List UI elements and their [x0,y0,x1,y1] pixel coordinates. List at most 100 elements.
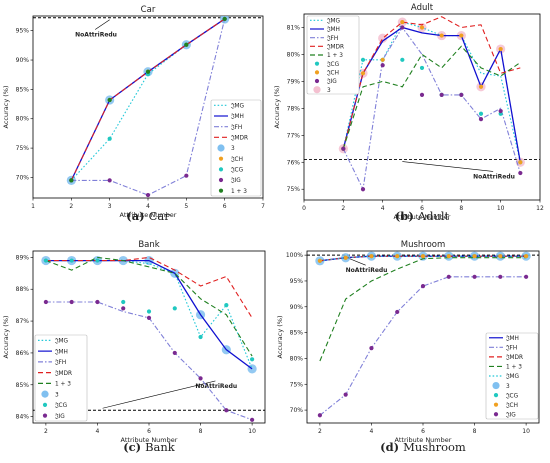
legend-marker [42,413,48,418]
x-tick-label: 1 [31,203,35,210]
legend-marker [217,144,225,152]
x-axis-label: Attribute Number [395,436,452,444]
legend-label: 𝔍MG [327,19,341,25]
data-point [419,25,425,30]
y-tick-label: 85% [290,330,304,337]
y-tick-label: 95% [16,28,30,35]
legend-label: 𝔍MH [55,349,68,355]
legend-marker [314,78,320,84]
baseline-label: NoAttriRedu [346,267,388,274]
data-point [446,274,451,279]
legend-label: 3 [55,392,59,398]
series-line [342,21,521,163]
data-point [222,16,227,22]
legend-label: 𝔍MG [231,104,245,110]
y-tick-label: 80% [287,51,301,58]
data-point [419,92,425,97]
x-tick-label: 10 [522,428,530,435]
data-point [478,111,484,116]
y-tick-label: 75% [16,145,30,152]
data-point [317,258,322,263]
data-point [343,255,348,260]
data-point [69,299,74,305]
series-line [342,16,521,149]
legend-label: 𝔍CG [231,168,244,174]
legend-label: 𝔍CH [231,157,243,163]
legend-marker [493,412,499,417]
x-tick-label: 7 [261,203,265,210]
baseline-label: NoAttriRedu [75,32,117,39]
y-tick-label: 80% [16,116,30,123]
legend-label: 𝔍IG [55,414,65,420]
data-point [369,346,374,351]
y-tick-label: 70% [16,174,30,181]
legend-box [485,332,539,420]
data-point [107,136,112,141]
chart-title: Adult [411,3,434,13]
legend-marker [492,381,500,390]
x-tick-label: 2 [69,203,73,210]
x-tick-label: 10 [497,205,505,212]
y-tick-label: 77% [287,132,301,139]
y-tick-label: 70% [290,407,304,414]
x-tick-label: 4 [381,205,385,212]
data-point [69,258,74,263]
legend-box [34,334,88,422]
legend-box [210,99,262,197]
data-point [420,284,426,289]
y-tick-label: 84% [16,414,30,421]
y-tick-label: 100% [286,252,303,259]
data-point [439,33,444,38]
chart-title: Car [141,5,156,15]
series-line [342,26,521,192]
y-tick-label: 95% [290,278,304,285]
legend-marker [313,86,321,94]
data-point [395,309,400,315]
y-axis-label: Accuracy (%) [2,86,10,129]
baseline-arrow [94,19,110,30]
baseline-arrow [402,161,494,172]
x-tick-label: 6 [147,428,151,435]
x-axis-label: Attribute Number [121,436,178,444]
y-axis-label: Accuracy (%) [276,316,284,359]
caption-letter: (a) [126,209,148,223]
x-tick-label: 8 [199,428,203,435]
data-point [478,117,484,122]
x-tick-label: 2 [341,205,345,212]
baseline-arrow [102,380,216,409]
caption-text: Bank [145,440,176,454]
y-tick-label: 89% [16,254,30,261]
legend-label: 1 + 3 [231,189,247,195]
legend-label: 𝔍MH [231,114,244,120]
legend-label: 1 + 3 [327,53,343,59]
legend-marker [493,393,499,398]
figure-caption: (c) Bank [123,440,176,454]
x-tick-label: 10 [248,428,256,435]
series-line [45,256,253,357]
series-line [342,26,521,163]
legend-label: 𝔍CH [506,403,518,409]
x-axis-label: Attribute Number [120,211,177,219]
data-point [317,413,322,418]
data-point [184,42,189,47]
data-point [145,192,151,198]
series-line [45,260,253,370]
x-tick-label: 5 [184,203,188,210]
x-tick-label: 6 [223,203,227,210]
caption-letter: (c) [123,440,145,454]
series-line [319,255,527,262]
baseline-label: NoAttriRedu [195,383,237,390]
caption-letter: (d) [380,440,403,454]
legend-label: 𝔍MDR [231,136,248,142]
y-tick-label: 85% [16,86,30,93]
legend-marker [218,156,224,161]
legend-box [306,15,360,95]
caption-text: Mushroom [403,440,466,454]
baseline-label: NoAttriRedu [473,173,515,180]
y-tick-label: 90% [16,57,30,64]
data-point [400,25,405,30]
y-tick-label: 75% [290,381,304,388]
data-point [198,334,203,340]
data-point [95,258,100,263]
data-point [446,254,451,259]
